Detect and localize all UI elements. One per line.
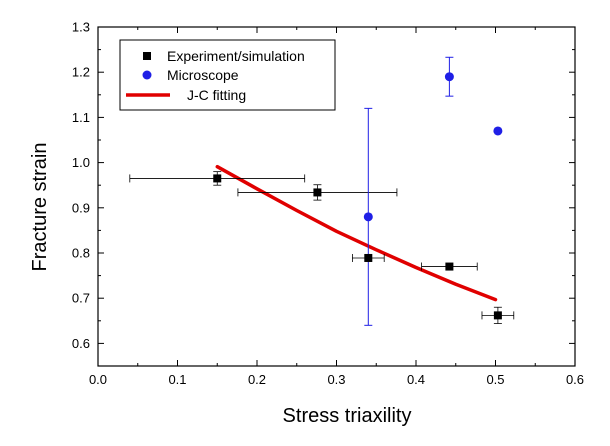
legend-marker-experiment (143, 52, 151, 60)
legend-marker-microscope (142, 70, 152, 80)
experiment-point (213, 174, 222, 183)
legend: Experiment/simulation Microscope J-C fitti… (119, 39, 336, 111)
legend-label-microscope: Microscope (167, 67, 239, 83)
y-tick-label: 1.2 (72, 65, 90, 80)
y-tick-label: 0.9 (72, 200, 90, 215)
experiment-point (364, 253, 373, 262)
experiment-point (445, 262, 454, 271)
x-tick-label: 0.5 (486, 372, 504, 387)
microscope-point (444, 72, 454, 82)
y-tick-label: 1.1 (72, 110, 90, 125)
x-tick-label: 0.3 (327, 372, 345, 387)
y-tick-label: 1.3 (72, 20, 90, 35)
fit-line-group (215, 164, 498, 302)
y-tick-label: 1.0 (72, 155, 90, 170)
x-tick-label: 0.1 (168, 372, 186, 387)
points-group (213, 72, 503, 320)
y-tick-label: 0.6 (72, 336, 90, 351)
y-tick-label: 0.7 (72, 291, 90, 306)
legend-box (119, 39, 336, 111)
x-tick-label: 0.6 (566, 372, 584, 387)
x-tick-label: 0.4 (407, 372, 425, 387)
microscope-point (493, 126, 503, 136)
x-tick-label: 0.2 (248, 372, 266, 387)
y-tick-label: 0.8 (72, 246, 90, 261)
experiment-point (313, 188, 322, 197)
experiment-point (493, 311, 502, 320)
legend-label-jc-fitting: J-C fitting (187, 87, 246, 103)
x-axis-title: Stress triaxility (283, 405, 412, 427)
microscope-point (363, 212, 373, 222)
jc-fitting-line (215, 164, 498, 302)
y-axis-title: Fracture strain (29, 143, 51, 272)
x-tick-label: 0.0 (89, 372, 107, 387)
ticks-group: 0.0 0.1 0.2 0.3 0.4 0.5 0.6 0.6 0.7 0.8 0.9 1.0 1.1 1… (72, 20, 584, 388)
legend-label-experiment: Experiment/simulation (167, 48, 305, 64)
